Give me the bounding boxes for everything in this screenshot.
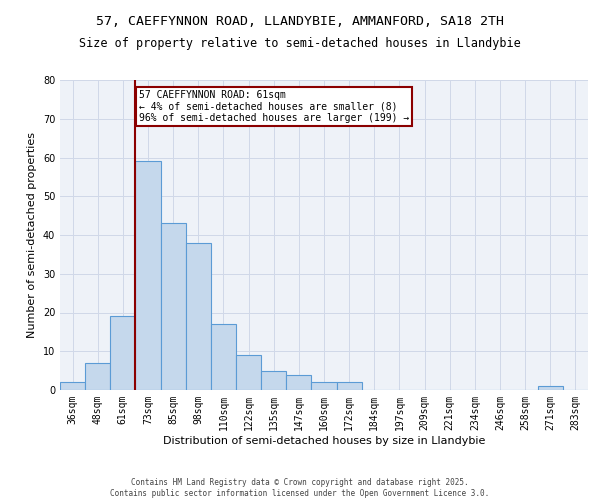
Bar bbox=[286, 374, 311, 390]
Text: 57 CAEFFYNNON ROAD: 61sqm
← 4% of semi-detached houses are smaller (8)
96% of se: 57 CAEFFYNNON ROAD: 61sqm ← 4% of semi-d… bbox=[139, 90, 409, 123]
X-axis label: Distribution of semi-detached houses by size in Llandybie: Distribution of semi-detached houses by … bbox=[163, 436, 485, 446]
Text: Size of property relative to semi-detached houses in Llandybie: Size of property relative to semi-detach… bbox=[79, 38, 521, 51]
Bar bbox=[60, 382, 85, 390]
Y-axis label: Number of semi-detached properties: Number of semi-detached properties bbox=[27, 132, 37, 338]
Text: Contains HM Land Registry data © Crown copyright and database right 2025.
Contai: Contains HM Land Registry data © Crown c… bbox=[110, 478, 490, 498]
Bar bbox=[136, 162, 161, 390]
Bar bbox=[261, 370, 286, 390]
Bar bbox=[311, 382, 337, 390]
Bar bbox=[538, 386, 563, 390]
Bar bbox=[337, 382, 362, 390]
Bar bbox=[110, 316, 136, 390]
Text: 57, CAEFFYNNON ROAD, LLANDYBIE, AMMANFORD, SA18 2TH: 57, CAEFFYNNON ROAD, LLANDYBIE, AMMANFOR… bbox=[96, 15, 504, 28]
Bar bbox=[186, 243, 211, 390]
Bar bbox=[161, 224, 186, 390]
Bar bbox=[236, 355, 261, 390]
Bar bbox=[85, 363, 110, 390]
Bar bbox=[211, 324, 236, 390]
